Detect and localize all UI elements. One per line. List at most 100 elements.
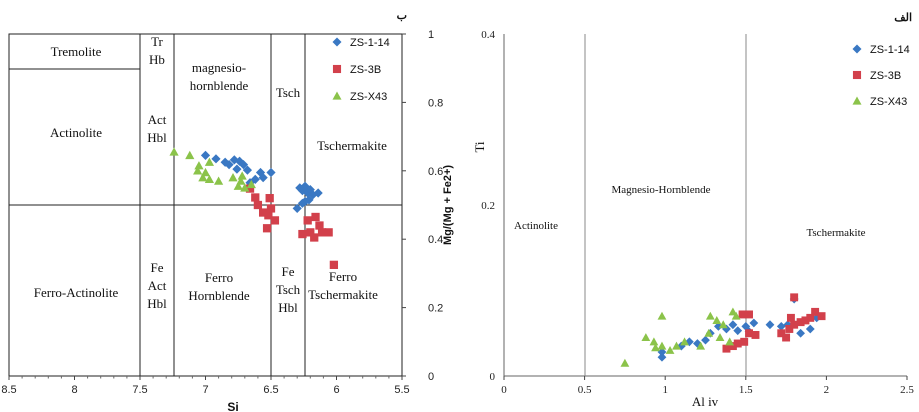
data-point-zs-x43	[169, 147, 179, 156]
data-point-zs-1-14	[224, 160, 234, 170]
field-label: Tremolite	[51, 44, 102, 59]
y-tick-label: 0.8	[428, 97, 443, 109]
field-label: Hbl	[147, 130, 167, 145]
data-point-zs-3b	[806, 313, 815, 322]
field-label: hornblende	[190, 78, 249, 93]
data-point-zs-3b	[310, 233, 319, 242]
data-point-zs-x43	[204, 157, 215, 166]
field-label: magnesio-	[192, 60, 246, 75]
left-x-axis-title: Si	[227, 400, 238, 412]
y-tick-label: 0.6	[428, 166, 443, 178]
field-label: Actinolite	[514, 220, 558, 232]
y-tick-label: 1	[428, 29, 434, 41]
data-point-zs-3b	[266, 204, 276, 213]
data-point-zs-x43	[194, 161, 204, 170]
data-point-zs-3b	[785, 325, 794, 333]
field-label: Ferro	[205, 270, 233, 285]
data-point-zs-1-14	[292, 203, 302, 214]
legend-label: ZS-3B	[350, 64, 381, 76]
field-label: Fe	[282, 264, 295, 279]
x-tick-label: 1	[662, 384, 668, 396]
data-point-zs-1-14	[657, 352, 667, 362]
x-tick-label: 7.5	[132, 384, 147, 396]
data-point-zs-1-14	[266, 167, 276, 178]
data-point-zs-3b	[777, 329, 786, 338]
field-label: Tschermakite	[806, 227, 865, 239]
data-point-zs-x43	[712, 316, 722, 324]
data-point-zs-3b	[324, 228, 333, 237]
field-label: Tsch	[276, 282, 301, 297]
data-point-zs-3b	[259, 208, 268, 217]
data-point-zs-x43	[649, 337, 659, 346]
data-point-zs-1-14	[776, 322, 786, 331]
legend-marker	[852, 44, 862, 54]
data-point-zs-3b	[738, 310, 747, 319]
data-point-zs-x43	[731, 311, 741, 320]
data-point-zs-x43	[704, 328, 714, 337]
data-point-zs-3b	[315, 221, 324, 230]
right-panel-label: الف	[894, 12, 912, 24]
data-point-zs-x43	[233, 181, 243, 190]
field-label: Tr	[151, 34, 163, 49]
field-labels-right: Actinolite Magnesio-Hornblende Tschermakit…	[514, 184, 866, 239]
data-point-zs-1-14	[297, 198, 308, 208]
field-label: Hbl	[278, 300, 298, 315]
data-point-zs-1-14	[250, 174, 260, 184]
field-label: Fe	[151, 260, 164, 275]
data-point-zs-x43	[657, 311, 667, 320]
right-x-axis-title: Al iv	[692, 394, 719, 409]
data-point-zs-x43	[237, 171, 247, 180]
field-labels: Tremolite Tr Hb magnesio-hornblende Tsch Acti…	[34, 34, 387, 315]
right-legend: ZS-1-14 ZS-3B ZS-X43	[852, 44, 910, 108]
y-tick-label: 0	[490, 371, 496, 383]
x-tick-label: 5.5	[394, 384, 409, 396]
data-point-zs-x43	[657, 341, 667, 350]
legend-label: ZS-X43	[350, 91, 387, 103]
data-point-zs-1-14	[805, 324, 815, 334]
data-point-zs-3b	[751, 331, 760, 339]
data-point-zs-x43	[228, 173, 238, 182]
y-tick-label: 0.4	[481, 29, 495, 41]
data-point-zs-x43	[240, 183, 250, 192]
data-point-zs-3b	[728, 342, 737, 351]
legend-label: ZS-X43	[870, 96, 907, 108]
left-panel-label: ب	[397, 10, 407, 22]
data-point-zs-3b	[253, 200, 263, 210]
x-tick-label: 6	[333, 384, 339, 396]
x-tick-label: 8.5	[1, 384, 16, 396]
data-point-zs-x43	[665, 345, 675, 354]
y-tick-label: 0.2	[428, 303, 443, 315]
field-label: Hornblende	[188, 288, 250, 303]
data-point-zs-1-14	[232, 164, 242, 174]
field-label: Hbl	[147, 296, 167, 311]
y-tick-label: 0.2	[481, 200, 495, 212]
data-point-zs-3b	[740, 337, 749, 346]
data-point-zs-3b	[303, 216, 312, 225]
right-y-axis-title: Ti	[472, 141, 487, 152]
data-point-zs-1-14	[258, 173, 268, 183]
data-point-zs-3b	[265, 194, 274, 203]
legend-marker	[852, 70, 862, 80]
right-axes: 0 0.5 1 1.5 2 2.5 0 0.2 0.4	[481, 29, 914, 396]
field-label: Act	[148, 112, 167, 127]
y-tick-label: 0.4	[428, 234, 443, 246]
ti-aliv-chart: الف Actinolite Magnesio-Hornblende Tscherm…	[472, 12, 914, 409]
amphibole-classification-chart: ب Tremolite Tr Hb magnesio-hornblende Tsch Ac…	[1, 10, 454, 412]
data-point-zs-3b	[311, 212, 320, 222]
field-label: Hb	[149, 52, 165, 67]
data-point-zs-3b	[245, 184, 255, 193]
data-point-zs-1-14	[305, 185, 315, 195]
data-point-zs-3b	[262, 224, 272, 233]
left-legend: ZS-1-14 ZS-3B ZS-X43	[332, 37, 390, 103]
data-point-zs-3b	[329, 260, 339, 269]
data-point-zs-1-14	[200, 150, 211, 161]
field-label: Tsch	[276, 85, 301, 100]
field-label: Tschermakite	[308, 287, 378, 302]
data-point-zs-1-14	[238, 160, 249, 170]
data-point-zs-x43	[185, 150, 195, 160]
data-point-zs-3b	[317, 228, 327, 237]
data-point-zs-1-14	[713, 322, 723, 331]
data-point-zs-1-14	[749, 318, 759, 328]
data-point-zs-1-14	[765, 320, 775, 330]
data-point-zs-1-14	[255, 167, 266, 178]
